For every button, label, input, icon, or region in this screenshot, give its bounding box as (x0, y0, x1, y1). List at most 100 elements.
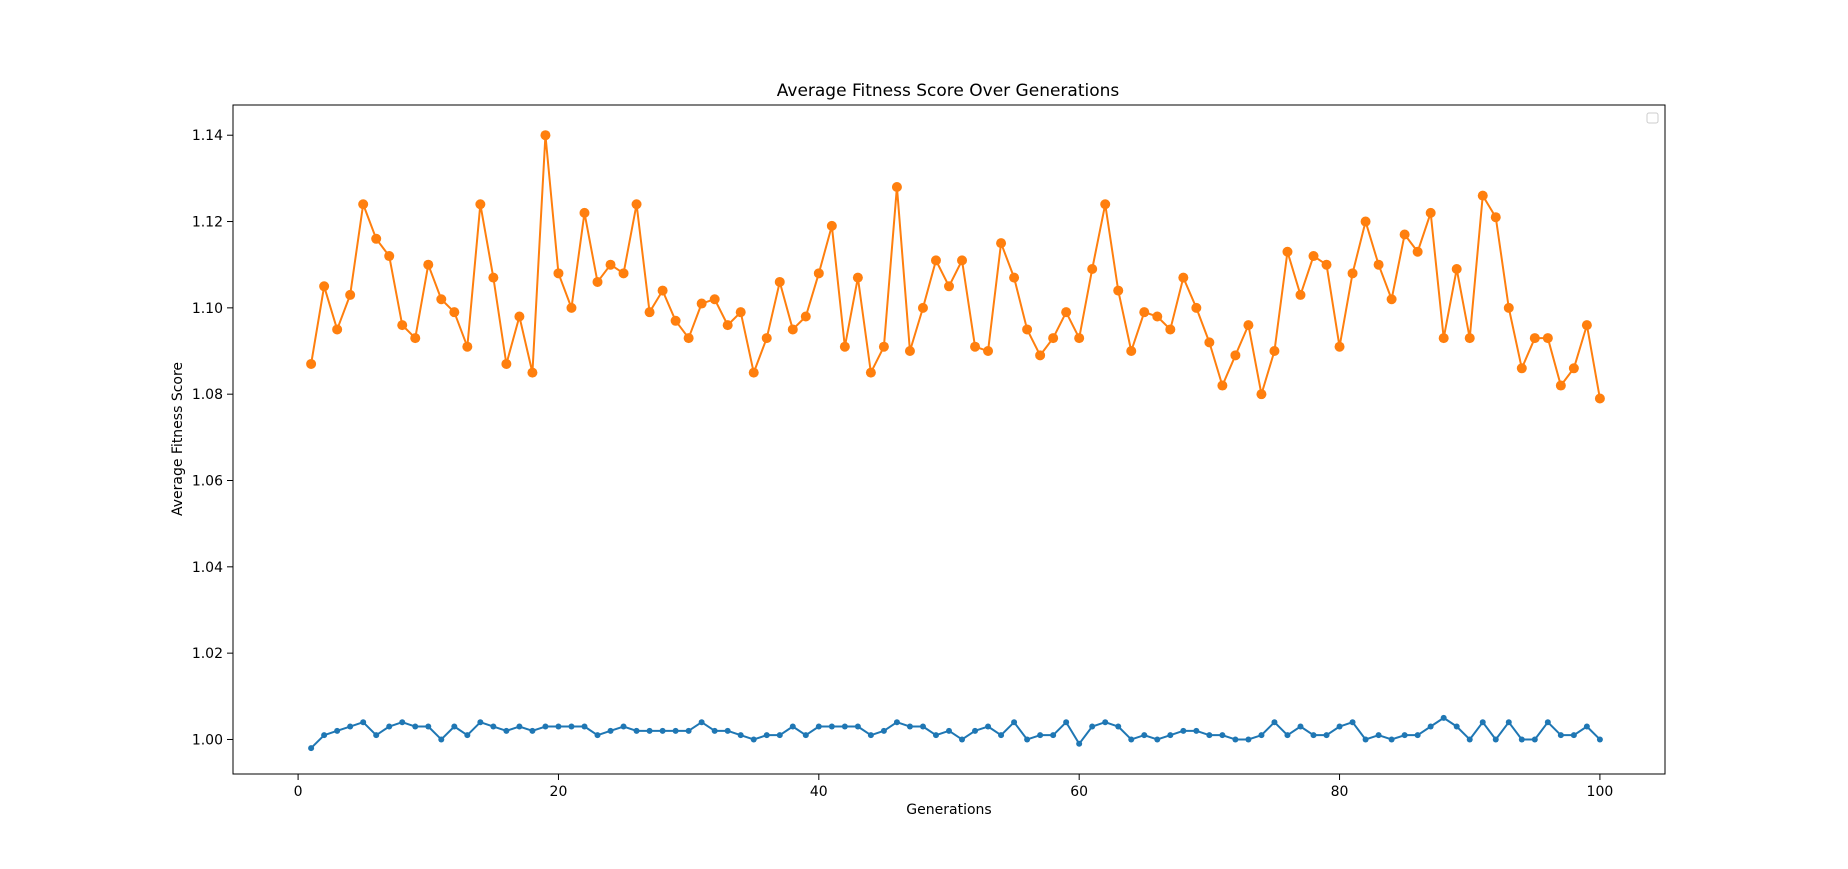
data-point (1139, 307, 1150, 318)
data-point (1126, 346, 1137, 357)
data-point (553, 268, 564, 279)
data-point (1230, 350, 1241, 361)
data-point (1544, 719, 1551, 726)
data-point (826, 220, 837, 231)
data-point (670, 315, 681, 326)
x-tick-label: 0 (294, 784, 303, 800)
data-point (1063, 719, 1070, 726)
data-point (657, 285, 668, 296)
data-point (683, 333, 694, 344)
data-point (1087, 264, 1098, 275)
data-point (1050, 732, 1057, 739)
data-point (501, 358, 512, 369)
data-point (1011, 719, 1018, 726)
data-point (1178, 272, 1189, 283)
data-point (1466, 736, 1473, 743)
data-point (1451, 264, 1462, 275)
data-point (1414, 732, 1421, 739)
data-point (724, 727, 731, 734)
data-point (477, 719, 484, 726)
data-point (568, 723, 575, 730)
plot-area-frame (232, 104, 1666, 775)
data-point (711, 727, 718, 734)
data-point (750, 736, 757, 743)
data-point (321, 732, 328, 739)
data-point (308, 745, 315, 752)
data-point (1035, 350, 1046, 361)
data-point (1089, 723, 1096, 730)
data-point (959, 736, 966, 743)
data-point (787, 324, 798, 335)
data-point (306, 358, 317, 369)
data-point (1568, 363, 1579, 374)
y-tick-label: 1.12 (192, 215, 223, 231)
data-point (620, 723, 627, 730)
data-point (644, 307, 655, 318)
data-point (1115, 723, 1122, 730)
data-point (1232, 736, 1239, 743)
data-point (983, 346, 994, 357)
data-point (358, 199, 369, 210)
data-point (998, 732, 1005, 739)
data-point (319, 281, 330, 292)
data-point (438, 736, 445, 743)
data-point (893, 719, 900, 726)
series-layer (306, 130, 1605, 752)
data-point (631, 199, 642, 210)
data-point (373, 732, 380, 739)
data-point (1399, 229, 1410, 240)
data-point (399, 719, 406, 726)
data-point (1009, 272, 1020, 283)
data-point (1505, 719, 1512, 726)
data-point (1128, 736, 1135, 743)
data-point (1490, 212, 1501, 223)
data-point (737, 732, 744, 739)
data-point (1555, 380, 1566, 391)
data-point (1375, 732, 1382, 739)
data-point (1581, 320, 1592, 331)
data-point (1206, 732, 1213, 739)
series-2 (306, 130, 1605, 404)
data-point (1336, 723, 1343, 730)
data-point (1024, 736, 1031, 743)
legend-box (1646, 112, 1659, 124)
x-tick-label: 20 (550, 784, 568, 800)
y-axis: 1.00 1.02 1.04 1.06 1.08 1.10 1.12 1.14 (192, 128, 233, 748)
data-point (904, 346, 915, 357)
y-tick-label: 1.08 (192, 387, 223, 403)
data-point (1373, 259, 1384, 270)
data-point (957, 255, 968, 266)
data-point (542, 723, 549, 730)
data-point (1492, 736, 1499, 743)
data-point (1529, 333, 1540, 344)
data-point (1245, 736, 1252, 743)
data-point (579, 207, 590, 218)
data-point (410, 333, 421, 344)
data-point (774, 276, 785, 287)
data-point (514, 311, 525, 322)
data-point (1479, 719, 1486, 726)
data-point (802, 732, 809, 739)
data-point (592, 276, 603, 287)
data-point (972, 727, 979, 734)
data-point (397, 320, 408, 331)
data-point (852, 272, 863, 283)
data-point (425, 723, 432, 730)
data-point (672, 727, 679, 734)
x-tick-label: 60 (1070, 784, 1088, 800)
y-tick-label: 1.02 (192, 646, 223, 662)
data-point (1037, 732, 1044, 739)
data-point (1284, 732, 1291, 739)
data-point (540, 130, 551, 141)
data-point (906, 723, 913, 730)
data-point (917, 302, 928, 313)
data-point (1557, 732, 1564, 739)
data-point (1243, 320, 1254, 331)
y-tick-label: 1.00 (192, 732, 223, 748)
data-point (1425, 207, 1436, 218)
data-point (1180, 727, 1187, 734)
data-point (1100, 199, 1111, 210)
data-point (516, 723, 523, 730)
data-point (1321, 259, 1332, 270)
